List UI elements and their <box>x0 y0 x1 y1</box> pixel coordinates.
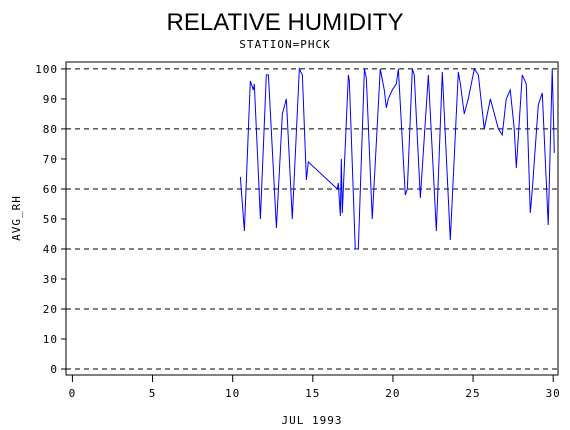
y-tick-label: 20 <box>43 303 58 316</box>
y-tick-label: 50 <box>43 213 58 226</box>
y-tick-label: 80 <box>43 123 58 136</box>
plot-frame <box>65 61 559 376</box>
y-tick-label: 10 <box>43 333 58 346</box>
y-tick-label: 30 <box>43 273 58 286</box>
y-axis-label: AVG_RH <box>10 195 23 241</box>
x-tick-label: 5 <box>149 387 157 400</box>
x-axis-label: JUL 1993 <box>282 414 343 427</box>
y-tick-label: 100 <box>35 63 58 76</box>
y-tick-label: 0 <box>50 363 58 376</box>
y-tick-label: 60 <box>43 183 58 196</box>
x-tick-label: 15 <box>305 387 320 400</box>
y-tick-label: 90 <box>43 93 58 106</box>
chart-subtitle: STATION=PHCK <box>239 38 330 51</box>
x-tick-label: 30 <box>546 387 561 400</box>
y-tick-label: 40 <box>43 243 58 256</box>
x-tick-label: 25 <box>465 387 480 400</box>
x-tick-label: 0 <box>69 387 77 400</box>
data-line <box>239 66 555 250</box>
chart-title: RELATIVE HUMIDITY <box>167 9 404 36</box>
y-tick-label: 70 <box>43 153 58 166</box>
x-tick-label: 20 <box>385 387 400 400</box>
x-tick-label: 10 <box>225 387 240 400</box>
